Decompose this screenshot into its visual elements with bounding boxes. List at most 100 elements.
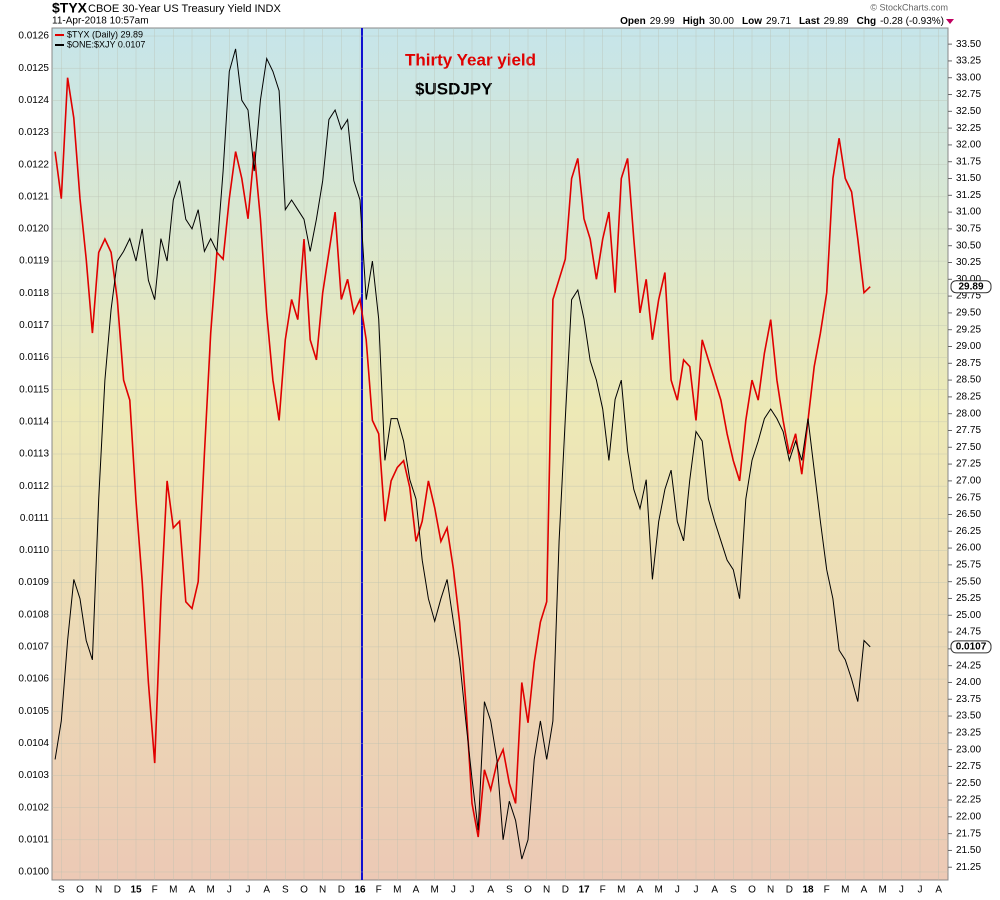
quote-label: Low [742,16,762,27]
x-tick-label: D [114,885,121,896]
x-tick-label: S [58,885,65,896]
chart-title: CBOE 30-Year US Treasury Yield INDX [88,3,281,15]
y-tick-label: 0.0114 [19,416,49,427]
y-tick-label: 0.0100 [18,867,49,878]
y2-tick-label: 29.25 [956,324,981,335]
x-tick-label: J [227,885,232,896]
y-tick-label: 0.0101 [18,834,49,845]
x-tick-label: M [841,885,849,896]
y2-tick-label: 33.50 [956,39,981,50]
x-tick-label: N [767,885,774,896]
x-tick-label: N [95,885,102,896]
y2-tick-label: 24.75 [956,627,981,638]
quote-value: 29.89 [824,16,849,27]
annotation: $USDJPY [415,79,493,98]
x-tick-label: F [600,885,606,896]
x-tick-label: J [675,885,680,896]
y2-tick-label: 26.25 [956,526,981,537]
y2-tick-label: 28.50 [956,375,981,386]
y-tick-label: 0.0113 [19,449,49,460]
y-tick-label: 0.0106 [18,674,49,685]
y-tick-label: 0.0117 [19,320,49,331]
last-value-tag [950,280,992,294]
y2-tick-label: 29.75 [956,291,981,302]
annotation: Thirty Year yield [405,50,536,69]
x-tick-label: D [338,885,345,896]
source: © StockCharts.com [870,2,948,12]
quote-label: High [683,16,705,27]
y2-tick-label: 30.75 [956,224,981,235]
x-tick-label: A [637,885,644,896]
y-tick-label: 0.0125 [18,63,49,74]
y2-tick-label: 32.75 [956,89,981,100]
y-tick-label: 0.0110 [19,545,49,556]
y-tick-label: 0.0112 [19,481,49,492]
y-tick-label: 0.0102 [18,802,49,813]
y2-tick-label: 22.75 [956,761,981,772]
quote-label: Open [620,16,646,27]
y2-tick-label: 31.75 [956,156,981,167]
quote-value: 30.00 [709,16,734,27]
x-tick-label: N [543,885,550,896]
y2-tick-label: 23.75 [956,694,981,705]
x-tick-label: O [76,885,84,896]
x-tick-label: A [413,885,420,896]
y2-tick-label: 23.25 [956,727,981,738]
quote: Open 29.99 High 30.00 Low 29.71 Last 29.89 Chg -0… [620,16,944,27]
y2-tick-label: 32.25 [956,123,981,134]
y2-tick-label: 29.50 [956,308,981,319]
x-tick-label: M [430,885,438,896]
y-tick-label: 0.0124 [18,95,49,106]
y2-tick-label: 31.25 [956,190,981,201]
y-tick-label: 0.0104 [18,738,49,749]
y-tick-label: 0.0126 [18,31,49,42]
y2-tick-label: 21.75 [956,828,981,839]
x-tick-label: D [562,885,569,896]
y2-tick-label: 26.75 [956,492,981,503]
y2-tick-label: 30.25 [956,257,981,268]
x-tick-label: F [824,885,830,896]
y2-tick-label: 28.00 [956,408,981,419]
date: 11-Apr-2018 10:57am [52,16,149,27]
y-tick-label: 0.0120 [18,224,49,235]
quote-value: -0.28 (-0.93%) [880,16,944,27]
y2-tick-label: 25.25 [956,593,981,604]
x-tick-label: O [300,885,308,896]
x-tick-label: 16 [354,885,366,896]
y2-tick-label: 30.00 [956,274,981,285]
y2-tick-label: 27.00 [956,476,981,487]
x-tick-label: O [748,885,756,896]
x-tick-label: 15 [130,885,142,896]
change-arrow [946,19,954,24]
x-tick-label: M [393,885,401,896]
y2-tick-label: 31.50 [956,173,981,184]
y2-tick-label: 21.50 [956,845,981,856]
y2-tick-label: 23.50 [956,711,981,722]
y2-tick-label: 33.00 [956,72,981,83]
y2-tick-label: 32.50 [956,106,981,117]
y-tick-label: 0.0115 [19,384,49,395]
x-tick-label: S [506,885,513,896]
quote-value: 29.71 [766,16,791,27]
y-tick-label: 0.0118 [19,288,49,299]
x-tick-label: J [899,885,904,896]
x-tick-label: J [470,885,475,896]
y-tick-label: 0.0108 [18,609,49,620]
series-line [54,48,871,860]
y2-tick-label: 27.50 [956,442,981,453]
x-tick-label: M [206,885,214,896]
x-tick-label: 18 [802,885,814,896]
y2-tick-label: 22.25 [956,795,981,806]
y-tick-label: 0.0107 [18,642,49,653]
quote-label: Chg [857,16,876,27]
x-tick-label: O [524,885,532,896]
x-tick-label: S [730,885,737,896]
y-tick-label: 0.0105 [18,706,49,717]
x-tick-label: A [935,885,942,896]
y-tick-label: 0.0103 [18,770,49,781]
x-tick-label: M [654,885,662,896]
x-tick-label: A [189,885,196,896]
x-tick-label: M [878,885,886,896]
x-tick-label: A [861,885,868,896]
